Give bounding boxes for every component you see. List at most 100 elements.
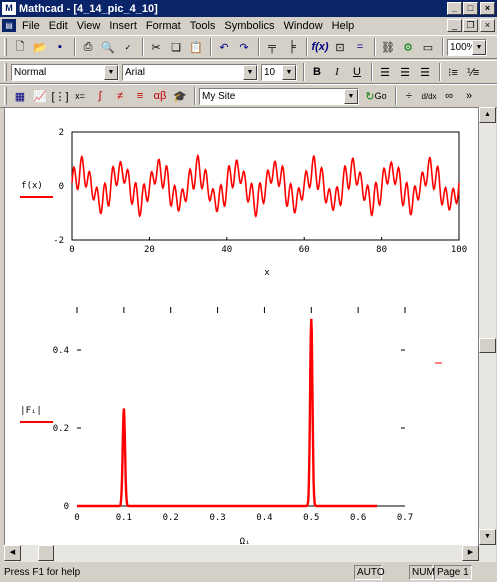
greek-palette-icon[interactable]: αβ — [153, 90, 167, 102]
scroll-up-icon[interactable]: ▲ — [479, 107, 496, 123]
paste-icon[interactable]: 📋 — [189, 41, 203, 54]
maximize-button[interactable]: □ — [463, 2, 478, 15]
save-icon[interactable]: ▪ — [58, 41, 62, 53]
scroll-right-icon[interactable]: ▶ — [462, 545, 479, 561]
menu-file[interactable]: File — [22, 19, 40, 32]
menu-symbolics[interactable]: Symbolics — [224, 19, 275, 32]
plot2-x-tick-label: 0.1 — [116, 513, 132, 523]
calculus-palette-icon[interactable]: ∫ — [98, 90, 102, 102]
insert-function-icon[interactable]: f(x) — [311, 41, 329, 53]
chevron-down-icon[interactable]: ▼ — [282, 64, 296, 80]
bullets-icon[interactable]: ⁝≡ — [448, 66, 458, 79]
plot2-series-line — [77, 318, 377, 508]
document-icon[interactable]: ▤ — [2, 19, 16, 32]
infinity-icon[interactable]: ∞ — [445, 90, 453, 102]
doc-close-button[interactable]: × — [480, 19, 495, 32]
horizontal-scrollbar[interactable]: ◀ ▶ — [4, 545, 479, 562]
calculate-icon[interactable]: = — [356, 41, 364, 53]
evaluation-palette-icon[interactable]: x= — [75, 91, 85, 101]
resource-select[interactable]: My Site ▼ — [199, 87, 359, 105]
align-left-icon[interactable]: ☰ — [380, 66, 390, 79]
boolean-palette-icon[interactable]: ≠ — [116, 90, 124, 102]
chevron-down-icon[interactable]: ▼ — [243, 64, 257, 80]
menu-bar: ▤ File Edit View Insert Format Tools Sym… — [0, 17, 497, 34]
plot2-x-tick-label: 0.4 — [256, 513, 272, 523]
programming-palette-icon[interactable]: ≡ — [136, 90, 144, 102]
zoom-select[interactable]: 100% ▼ — [447, 38, 487, 56]
align-center-icon[interactable]: ☰ — [400, 66, 410, 79]
status-page: Page 1 — [434, 565, 472, 580]
scroll-left-icon[interactable]: ◀ — [4, 545, 21, 561]
menu-format[interactable]: Format — [145, 19, 181, 32]
undo-icon[interactable]: ↶ — [219, 41, 229, 54]
cut-icon[interactable]: ✂ — [151, 41, 161, 54]
insert-component-icon[interactable]: ⚙ — [403, 41, 413, 54]
status-mode: AUTO — [354, 565, 385, 580]
plot2-x-tick-label: 0.7 — [397, 513, 413, 523]
menu-window[interactable]: Window — [283, 19, 323, 32]
mathcad-icon: M — [2, 2, 16, 15]
plot1-y-axis-label: f(x) — [21, 181, 43, 191]
vertical-scrollbar[interactable]: ▲ ▼ — [479, 107, 496, 562]
doc-restore-button[interactable]: ❐ — [463, 19, 478, 32]
minimize-button[interactable]: _ — [447, 2, 462, 15]
style-value: Normal — [14, 66, 47, 78]
font-size-select[interactable]: 10 ▼ — [261, 63, 297, 81]
symbolic-palette-icon[interactable]: 🎓 — [173, 90, 187, 103]
copy-icon[interactable]: ❏ — [171, 41, 181, 54]
numbering-icon[interactable]: ⅟≡ — [466, 66, 480, 79]
go-button[interactable]: ↻ Go — [365, 90, 387, 103]
bold-icon[interactable]: B — [313, 66, 321, 78]
new-icon[interactable]: 🗋 — [15, 40, 25, 53]
calculator-palette-icon[interactable]: ▦ — [14, 90, 26, 103]
zoom-value: 100% — [450, 41, 476, 53]
menu-tools[interactable]: Tools — [189, 19, 216, 32]
insert-unit-icon[interactable]: ⊡ — [335, 41, 345, 54]
matrix-palette-icon[interactable]: [⋮] — [51, 90, 69, 103]
fraction-icon[interactable]: ÷ — [405, 90, 413, 102]
insert-hyperlink-icon[interactable]: ⛓ — [381, 41, 395, 54]
style-select[interactable]: Normal ▼ — [11, 63, 119, 81]
worksheet[interactable]: 2 0 -2 0 20 40 60 80 100 x f(x) 0.4 0.2 0 0 0.1 0.2 0.3 0.… — [4, 107, 479, 562]
plot2-x-tick-label: 0.3 — [209, 513, 225, 523]
align-right-icon[interactable]: ☰ — [420, 66, 430, 79]
plot2-x-tick-label: 0 — [74, 513, 79, 523]
plot1-x-tick-label: 20 — [144, 245, 155, 255]
vertical-scroll-thumb[interactable] — [479, 338, 496, 353]
plot2-y-tick-label: 0 — [64, 502, 69, 512]
spell-check-icon[interactable]: ✓ — [124, 42, 132, 52]
plot2-x-tick-label: 0.6 — [350, 513, 366, 523]
menu-view[interactable]: View — [76, 19, 101, 32]
chevron-down-icon[interactable]: ▼ — [104, 64, 118, 80]
font-value: Arial — [125, 66, 146, 78]
open-icon[interactable]: 📂 — [33, 41, 47, 54]
chevron-down-icon[interactable]: ▼ — [472, 39, 486, 55]
chevron-down-icon[interactable]: ▼ — [344, 88, 358, 104]
more-icon[interactable]: » — [465, 90, 473, 102]
window-title: Mathcad - [4_14_pic_4_10] — [19, 2, 158, 15]
menu-edit[interactable]: Edit — [48, 19, 68, 32]
status-bar: Press F1 for help AUTO NUM Page 1 — [0, 563, 497, 582]
plot2-x-tick-label: 0.5 — [303, 513, 319, 523]
doc-minimize-button[interactable]: _ — [447, 19, 462, 32]
print-preview-icon[interactable]: 🔍 — [101, 41, 115, 54]
align-down-icon[interactable]: ╞ — [288, 41, 296, 53]
plot1-y-tick-label: 2 — [59, 128, 64, 138]
align-across-icon[interactable]: ╤ — [268, 41, 276, 53]
italic-icon[interactable]: I — [335, 66, 339, 78]
underline-icon[interactable]: U — [353, 66, 361, 78]
scroll-down-icon[interactable]: ▼ — [479, 529, 496, 545]
plot1-x-tick-label: 100 — [451, 245, 467, 255]
font-select[interactable]: Arial ▼ — [122, 63, 258, 81]
plot1-y-tick-label: 0 — [59, 182, 64, 192]
print-icon[interactable]: ⎙ — [83, 40, 93, 53]
menu-insert[interactable]: Insert — [109, 19, 137, 32]
resource-center-icon[interactable]: ▭ — [422, 41, 434, 54]
menu-help[interactable]: Help — [331, 19, 355, 32]
graph-palette-icon[interactable]: 📈 — [33, 90, 47, 103]
derivative-icon[interactable]: d/dx — [421, 91, 437, 101]
font-size-value: 10 — [264, 66, 276, 78]
close-button[interactable]: × — [480, 2, 495, 15]
horizontal-scroll-thumb[interactable] — [38, 545, 54, 561]
redo-icon[interactable]: ↷ — [239, 41, 249, 54]
